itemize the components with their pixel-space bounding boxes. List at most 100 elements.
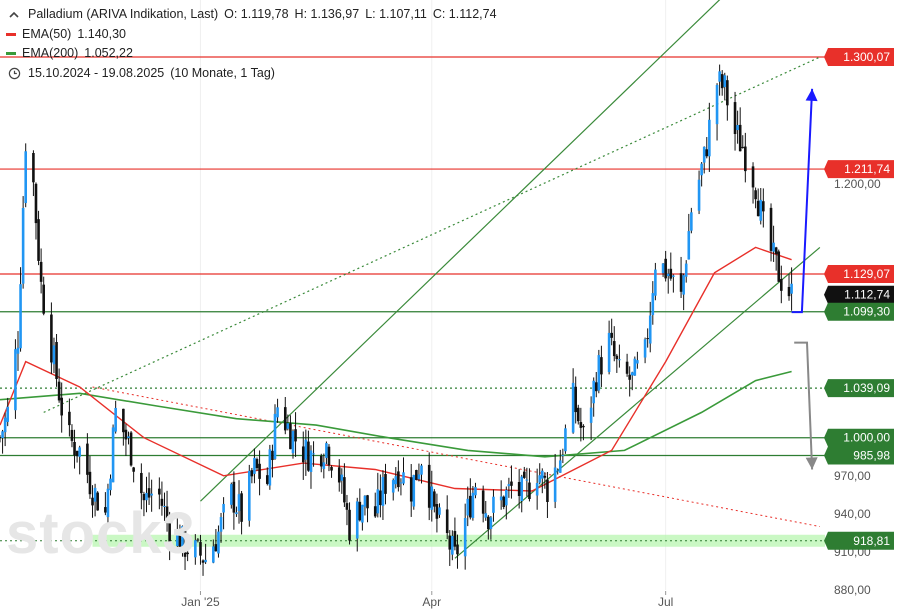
candle-up: [340, 474, 344, 481]
candle-down: [445, 509, 449, 534]
candle-down: [199, 542, 202, 556]
candle-down: [582, 425, 585, 428]
candle-down: [543, 475, 547, 478]
chevron-up-icon[interactable]: [6, 7, 22, 23]
candle-down: [75, 450, 79, 457]
candle-up: [268, 449, 272, 486]
candle-down: [756, 200, 760, 217]
candle-up: [3, 417, 7, 433]
candle-up: [651, 293, 655, 316]
candle-down: [379, 490, 382, 506]
candle-down: [787, 286, 791, 297]
candle-down: [669, 268, 673, 279]
candle-down: [289, 423, 292, 450]
candle-up: [643, 339, 647, 358]
candle-down: [240, 493, 243, 522]
candle-down: [744, 146, 747, 172]
candle-up: [114, 407, 117, 432]
price-badge: 1.129,07: [824, 264, 894, 283]
candle-down: [664, 258, 667, 279]
candle-down: [60, 397, 63, 416]
forecast-arrows: [791, 88, 818, 470]
candle-down: [517, 482, 521, 496]
price-badge-bg: [824, 428, 894, 447]
candle-down: [433, 491, 436, 507]
candle-up: [438, 507, 441, 515]
candle-up: [790, 283, 793, 294]
ema200-swatch: [6, 52, 16, 56]
price-badge: 1.039,09: [824, 379, 894, 398]
candle-down: [57, 381, 61, 401]
price-badge-label: 1.112,74: [844, 288, 890, 302]
ema50-line: [0, 246, 792, 492]
candle-up: [111, 427, 115, 483]
candle-down: [762, 201, 765, 212]
candle-up: [286, 423, 290, 429]
candle-up: [222, 503, 225, 513]
ema50-value: 1.140,30: [77, 26, 126, 41]
candle-up: [736, 125, 739, 131]
price-badge-bg: [824, 285, 894, 304]
candle-down: [37, 219, 40, 261]
candle-up: [363, 495, 367, 507]
candle-up: [430, 486, 434, 510]
candle-down: [774, 247, 778, 255]
candle-down: [348, 509, 351, 541]
price-badge: 1.211,74: [824, 160, 894, 179]
candle-up: [718, 71, 721, 82]
candle-down: [283, 407, 287, 431]
candle-up: [682, 275, 685, 295]
candle-down: [307, 441, 310, 471]
candle-down: [448, 535, 452, 550]
candle-down: [628, 374, 631, 380]
ohlc-open: O: 1.119,78: [224, 7, 289, 21]
legend-ema50-row[interactable]: EMA(50) 1.140,30: [6, 25, 497, 45]
candle-down: [34, 183, 38, 224]
candle-down: [140, 472, 143, 494]
horizontal-levels: [0, 56, 825, 542]
candle-up: [772, 242, 775, 252]
candle-down: [481, 490, 485, 514]
period-note: (10 Monate, 1 Tag): [170, 65, 275, 80]
candle-up: [322, 462, 326, 469]
candle-up: [451, 535, 454, 555]
candle-up: [309, 450, 313, 472]
candle-down: [510, 481, 513, 486]
ema50-swatch: [6, 32, 16, 36]
candle-up: [474, 487, 477, 496]
candle-up: [127, 436, 130, 439]
candle-up: [78, 447, 81, 457]
trendline: [92, 386, 820, 528]
candle-up: [661, 263, 665, 274]
candle-up: [420, 465, 423, 475]
watermark-logo: stock3: [6, 501, 196, 566]
candle-up: [391, 480, 395, 493]
legend-ema200-row[interactable]: EMA(200) 1.052,22: [6, 44, 497, 64]
candle-up: [253, 457, 256, 474]
price-badge-label: 1.129,07: [843, 267, 890, 281]
clock-icon: [6, 65, 22, 81]
candle-down: [397, 471, 400, 488]
candle-down: [427, 464, 431, 508]
candle-up: [633, 358, 637, 376]
candle-down: [301, 446, 305, 463]
candle-up: [723, 75, 727, 88]
candle-up: [702, 146, 706, 163]
candle-up: [507, 484, 511, 487]
candle-up: [24, 151, 28, 204]
candle-down: [255, 459, 259, 469]
candle-down: [232, 481, 236, 513]
candle-up: [672, 275, 675, 277]
candle-down: [358, 501, 362, 521]
forecast-down-arrowhead: [805, 457, 818, 470]
candle-up: [538, 475, 542, 483]
candle-down: [319, 455, 323, 467]
y-tick-label: 970,00: [834, 469, 871, 483]
price-badge: 1.112,74: [824, 285, 894, 304]
price-badge-label: 918,81: [853, 534, 890, 548]
candle-up: [592, 380, 595, 404]
ema200-label: EMA(200): [22, 46, 79, 60]
candle-down: [528, 482, 531, 500]
candle-down: [625, 361, 629, 374]
